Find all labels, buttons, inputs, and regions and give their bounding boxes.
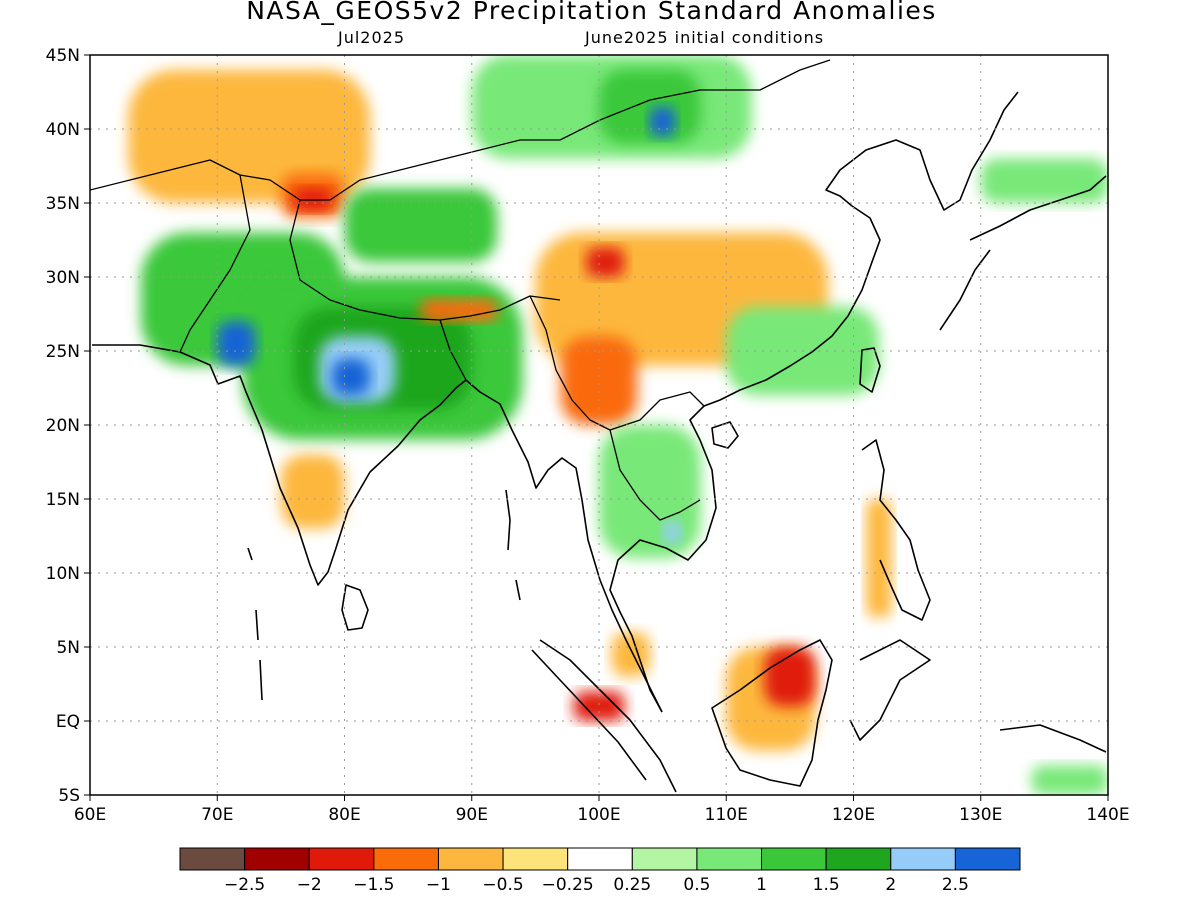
- coastlines: [90, 59, 1107, 793]
- y-tick-label: 15N: [46, 490, 80, 510]
- taiwan-coast: [859, 347, 881, 393]
- colorbar-label: −0.25: [542, 875, 594, 895]
- anomaly-region-sichuan-red: [586, 247, 625, 277]
- colorbar-swatch: [502, 847, 569, 871]
- colorbar-label: −1: [426, 875, 451, 895]
- indochina-coast: [609, 205, 881, 713]
- borneo-coast: [711, 639, 833, 787]
- x-tick-label: 80E: [328, 805, 360, 825]
- y-tick-label: 5S: [58, 786, 80, 806]
- colorbar-swatch: [761, 847, 827, 871]
- y-tick-label: 25N: [46, 342, 80, 362]
- anomaly-region-malaya-dry: [611, 632, 650, 677]
- myanmar-coast: [465, 379, 663, 713]
- y-tick-label: 10N: [46, 564, 80, 584]
- anomaly-region-up-blue: [331, 358, 370, 396]
- colorbar-swatch: [567, 847, 633, 871]
- anomaly-region-sumatra-red: [573, 691, 625, 721]
- colorbar-label: 0.5: [683, 875, 710, 895]
- sri-lanka-coast: [341, 584, 369, 631]
- anomaly-region-gujarat-blue: [217, 321, 256, 366]
- y-tick-label: EQ: [56, 712, 80, 732]
- anomaly-fields: [128, 55, 1108, 795]
- colorbar-label: −1.5: [353, 875, 394, 895]
- x-tick-label: 70E: [201, 805, 233, 825]
- colorbar-swatch: [954, 847, 1021, 871]
- colorbar-swatch: [696, 847, 763, 871]
- y-tick-label: 40N: [46, 120, 80, 140]
- anomaly-region-philippines-dry: [866, 499, 892, 618]
- y-tick-label: 5N: [56, 638, 80, 658]
- anomaly-region-tibet-wet: [344, 188, 498, 263]
- x-tick-label: 90E: [456, 805, 488, 825]
- x-tick-label: 100E: [577, 805, 620, 825]
- colorbar-label: −0.5: [482, 875, 523, 895]
- anomaly-region-central-asia-dry: [128, 69, 370, 203]
- colorbar: −2.5 −2 −1.5 −1 −0.5 −0.25 0.25 0.5 1 1.5 2 2.5: [179, 847, 1021, 895]
- anomaly-region-mongolia-blue: [649, 106, 676, 137]
- anomaly-region-cambodia-blue: [662, 521, 682, 544]
- colorbar-label: −2: [297, 875, 322, 895]
- hainan-coast: [711, 421, 739, 449]
- anomaly-region-borneo-red: [764, 647, 816, 707]
- philippines-coast: [861, 439, 931, 621]
- anomaly-region-nepal-dry: [420, 299, 498, 322]
- colorbar-swatch: [437, 847, 504, 871]
- colorbar-label: 2.5: [942, 875, 969, 895]
- country-borders: [90, 59, 831, 521]
- lat-lon-grid: [90, 55, 1108, 795]
- colorbar-swatch: [179, 847, 246, 871]
- y-tick-label: 30N: [46, 268, 80, 288]
- forecast-month: Jul2025: [338, 28, 406, 47]
- colorbar-swatch: [631, 847, 698, 871]
- anomaly-region-deccan-dry: [280, 454, 345, 529]
- anomaly-region-japan-wet: [980, 158, 1108, 203]
- anomaly-region-karakoram-very-dry: [293, 188, 332, 211]
- india-coast: [217, 375, 467, 586]
- china-ne-coast: [825, 91, 1019, 211]
- colorbar-swatch: [890, 847, 956, 871]
- x-tick-label: 140E: [1086, 805, 1129, 825]
- colorbar-swatch: [825, 847, 892, 871]
- x-tick-label: 60E: [74, 805, 106, 825]
- y-tick-label: 45N: [46, 46, 80, 66]
- colorbar-swatch: [244, 847, 310, 871]
- colorbar-label: 0.25: [613, 875, 651, 895]
- colorbar-swatch: [308, 847, 375, 871]
- initial-conditions: June2025 initial conditions: [585, 28, 825, 47]
- map-title: NASA_GEOS5v2 Precipitation Standard Anom…: [246, 0, 937, 25]
- sulawesi-coast: [849, 639, 931, 741]
- anomaly-region-png-wet: [1031, 765, 1108, 795]
- colorbar-swatch: [373, 847, 439, 871]
- x-tick-label: 130E: [959, 805, 1002, 825]
- anomaly-region-myanmar-dry: [560, 336, 638, 425]
- x-tick-label: 120E: [832, 805, 875, 825]
- japan-coast: [969, 175, 1107, 241]
- x-tick-label: 110E: [705, 805, 748, 825]
- anomaly-region-mongolia-wet-core: [599, 69, 701, 144]
- y-tick-label: 35N: [46, 194, 80, 214]
- sumatra-coast: [539, 639, 677, 793]
- colorbar-label: −2.5: [224, 875, 265, 895]
- colorbar-label: 1: [756, 875, 767, 895]
- colorbar-label: 1.5: [813, 875, 840, 895]
- y-tick-label: 20N: [46, 416, 80, 436]
- colorbar-label: 2: [885, 875, 896, 895]
- new-guinea-coast: [999, 724, 1107, 753]
